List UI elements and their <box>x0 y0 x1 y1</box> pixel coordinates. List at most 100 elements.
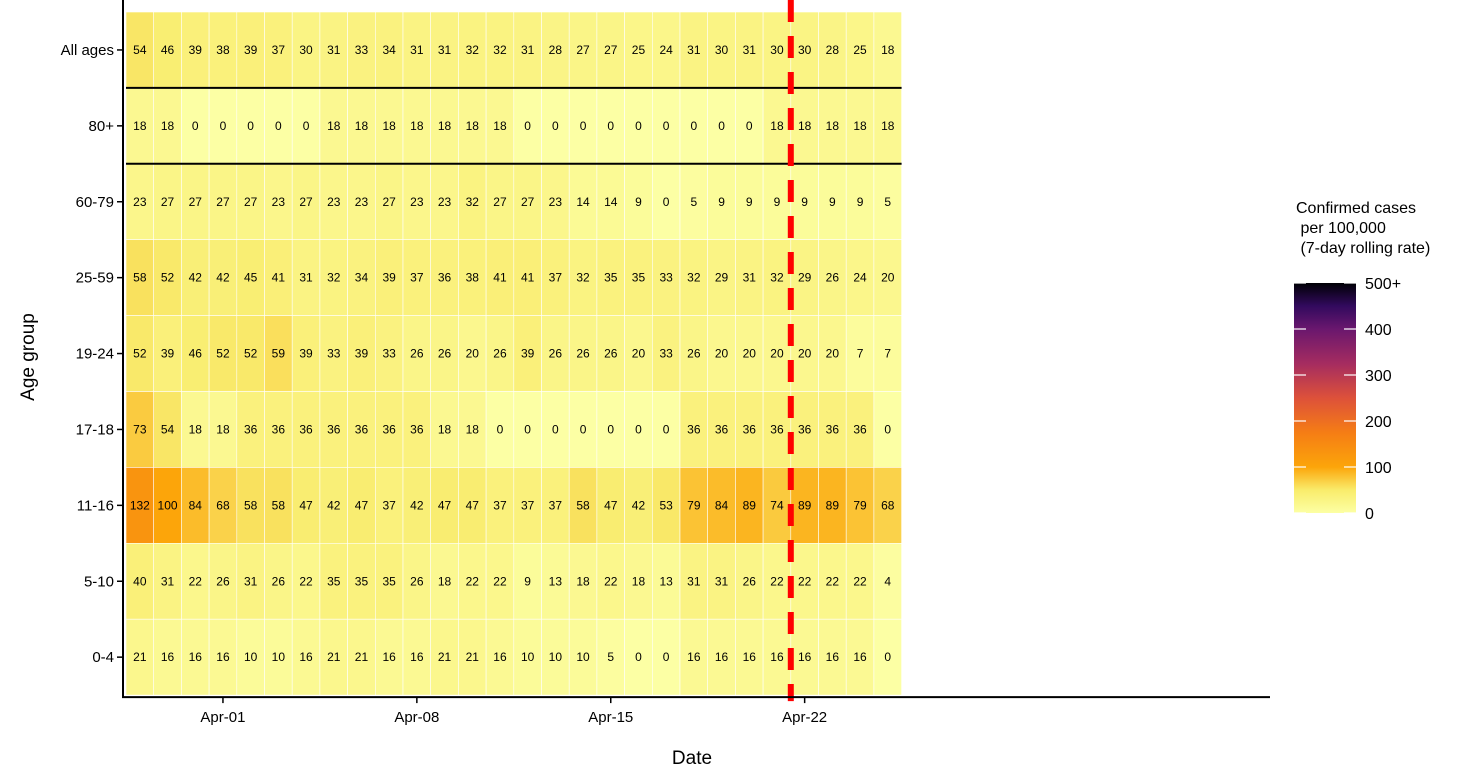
cell-value-label: 20 <box>798 347 812 361</box>
cell-value-label: 33 <box>327 347 341 361</box>
cell-value-label: 58 <box>244 498 258 512</box>
cell-value-label: 39 <box>299 347 313 361</box>
heatmap-cell <box>153 391 182 468</box>
cell-value-label: 0 <box>220 119 227 133</box>
cell-value-label: 27 <box>576 43 590 57</box>
cell-value-label: 18 <box>576 574 590 588</box>
cell-value-label: 79 <box>853 498 867 512</box>
heatmap-cell <box>125 542 155 620</box>
cell-value-label: 31 <box>743 271 757 285</box>
heatmap-cell <box>513 391 542 468</box>
cell-value-label: 21 <box>466 650 480 664</box>
heatmap-cell <box>319 391 348 468</box>
heatmap-cell <box>541 542 570 620</box>
heatmap-cell <box>485 11 515 89</box>
heatmap-cell <box>458 163 487 241</box>
cell-value-label: 39 <box>161 347 175 361</box>
cell-value-label: 33 <box>382 347 396 361</box>
heatmap-cell <box>596 239 625 316</box>
heatmap-cell <box>651 87 681 165</box>
heatmap-cell <box>125 239 155 316</box>
cell-value-label: 27 <box>382 195 396 209</box>
cell-value-label: 0 <box>552 422 559 436</box>
cell-value-label: 41 <box>493 271 507 285</box>
heatmap-cell <box>125 315 155 392</box>
cell-value-label: 14 <box>604 195 618 209</box>
cell-value-label: 27 <box>493 195 507 209</box>
heatmap-cell <box>596 315 625 392</box>
heatmap-cell <box>208 11 238 89</box>
heatmap-cell <box>513 618 542 696</box>
cell-value-label: 18 <box>216 422 230 436</box>
heatmap-cell <box>485 239 515 316</box>
heatmap-cell <box>125 87 155 165</box>
cell-value-label: 18 <box>798 119 812 133</box>
heatmap-cell <box>679 542 709 620</box>
x-tick-label: Apr-15 <box>588 709 633 726</box>
cell-value-label: 36 <box>410 422 424 436</box>
heatmap-cell <box>596 618 625 696</box>
heatmap-cell <box>790 467 819 544</box>
heatmap-cell <box>651 239 681 316</box>
cell-value-label: 31 <box>244 574 258 588</box>
cell-value-label: 52 <box>133 347 147 361</box>
cell-value-label: 16 <box>189 650 203 664</box>
heatmap-cell <box>873 163 902 241</box>
heatmap-cell <box>790 618 819 696</box>
cell-value-label: 0 <box>663 650 670 664</box>
cell-value-label: 16 <box>853 650 867 664</box>
cell-value-label: 0 <box>607 422 614 436</box>
heatmap-cell <box>430 542 459 620</box>
heatmap-cell <box>818 467 847 544</box>
heatmap-cell <box>458 618 487 696</box>
cell-value-label: 26 <box>743 574 757 588</box>
cell-value-label: 18 <box>881 43 895 57</box>
x-tick-label: Apr-08 <box>394 709 439 726</box>
cell-value-label: 0 <box>635 650 642 664</box>
cell-value-label: 36 <box>687 422 701 436</box>
y-tick-label: 11-16 <box>77 497 114 514</box>
legend-tick-label: 400 <box>1365 322 1392 339</box>
heatmap-cell <box>374 315 404 392</box>
heatmap-cell <box>735 11 764 89</box>
heatmap-cell <box>735 542 764 620</box>
cell-value-label: 36 <box>770 422 784 436</box>
cell-value-label: 39 <box>382 271 396 285</box>
cell-value-label: 16 <box>299 650 313 664</box>
cell-value-label: 24 <box>853 271 867 285</box>
heatmap-cell <box>153 11 182 89</box>
cell-value-label: 29 <box>798 271 812 285</box>
cell-value-label: 31 <box>521 43 535 57</box>
heatmap-cell <box>818 315 847 392</box>
heatmap-cell <box>485 163 515 241</box>
cell-value-label: 10 <box>576 650 590 664</box>
cell-value-label: 18 <box>632 574 646 588</box>
cell-value-label: 37 <box>549 498 563 512</box>
heatmap-cell <box>319 315 348 392</box>
cell-value-label: 42 <box>216 271 230 285</box>
heatmap-cell <box>264 391 293 468</box>
heatmap-cell <box>264 11 293 89</box>
heatmap-cell <box>762 542 792 620</box>
cell-value-label: 36 <box>743 422 757 436</box>
cell-value-label: 26 <box>438 347 452 361</box>
y-tick-label: 5-10 <box>84 573 114 590</box>
heatmap-cell <box>430 163 459 241</box>
heatmap-cell <box>319 239 348 316</box>
cell-value-label: 16 <box>216 650 230 664</box>
heatmap-cell <box>735 163 764 241</box>
cell-value-label: 22 <box>299 574 313 588</box>
heatmap-cell <box>430 391 459 468</box>
cell-value-label: 21 <box>133 650 147 664</box>
x-axis-title: Date <box>672 748 712 769</box>
cell-value-label: 36 <box>299 422 313 436</box>
cell-value-label: 20 <box>466 347 480 361</box>
heatmap-cell <box>707 618 736 696</box>
x-tick-label: Apr-01 <box>200 709 245 726</box>
heatmap-cell <box>651 11 681 89</box>
cell-value-label: 4 <box>884 574 891 588</box>
cell-value-label: 46 <box>189 347 203 361</box>
cell-value-label: 27 <box>521 195 535 209</box>
cell-value-label: 37 <box>272 43 286 57</box>
